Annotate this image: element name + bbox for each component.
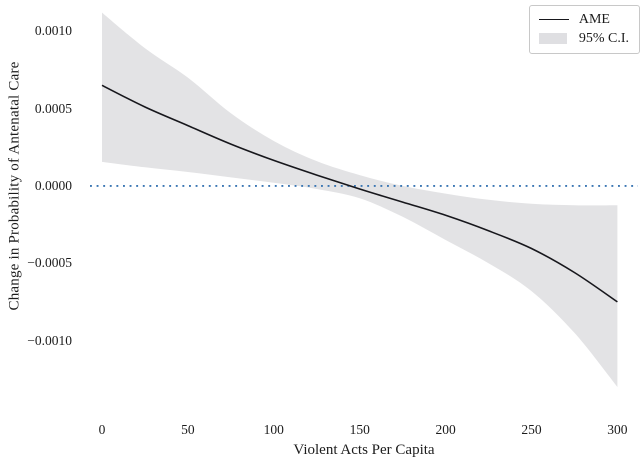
x-tick-label-0: 0: [98, 422, 106, 437]
x-tick-label-2: 100: [263, 422, 284, 437]
legend-ci-patch-swatch: [538, 33, 567, 44]
y-tick-label-1: 0.0005: [34, 100, 72, 116]
legend-ame-line-swatch: [538, 19, 569, 20]
y-tick-label-2: 0.0000: [34, 177, 72, 193]
legend-ci-label: 95% C.I.: [578, 30, 629, 46]
y-tick-label-0: 0.0010: [34, 23, 72, 39]
legend-item-ci: 95% C.I.: [538, 30, 629, 47]
y-tick-label-3: −0.0005: [27, 255, 72, 271]
x-tick-label-1: 50: [181, 422, 195, 437]
legend-item-ame: AME: [538, 11, 629, 28]
x-tick-label-6: 300: [607, 422, 628, 437]
x-tick-label-4: 200: [435, 422, 456, 437]
x-tick-label-5: 250: [521, 422, 542, 437]
legend: AME 95% C.I.: [528, 5, 640, 54]
x-tick-label-3: 150: [349, 422, 370, 437]
x-axis-title: Violent Acts Per Capita: [293, 442, 435, 458]
y-tick-label-4: −0.0010: [27, 332, 72, 348]
legend-ame-label: AME: [578, 11, 610, 27]
ame-line: [101, 84, 618, 303]
ci-band: [102, 12, 618, 387]
